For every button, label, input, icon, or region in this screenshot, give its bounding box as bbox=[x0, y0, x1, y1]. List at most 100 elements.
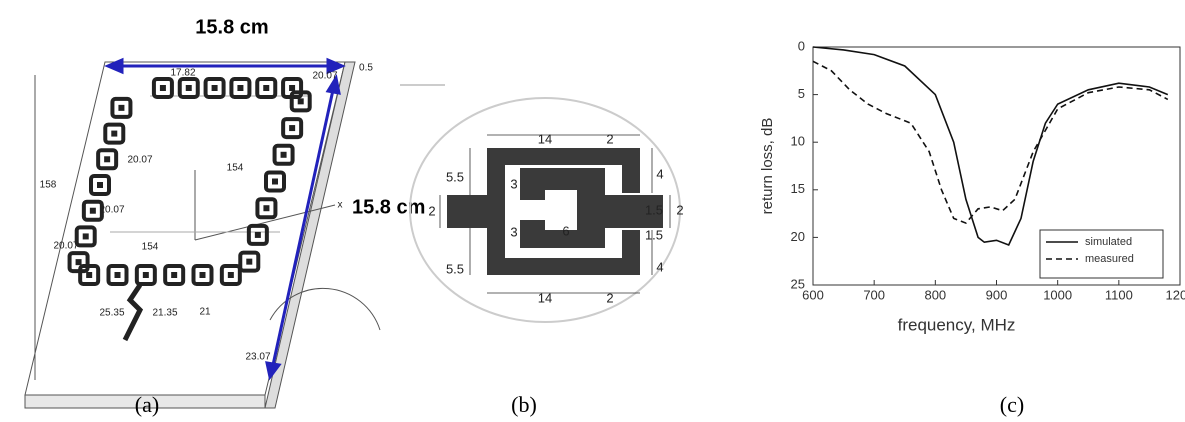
dimension-label: 2 bbox=[606, 131, 613, 146]
meander-core bbox=[297, 98, 304, 105]
y-tick-label: 5 bbox=[798, 86, 805, 101]
dimension-label: 15.8 cm bbox=[195, 16, 268, 38]
meander-cell bbox=[163, 264, 186, 286]
meander-core bbox=[246, 258, 253, 265]
meander-core bbox=[289, 85, 296, 91]
dimension-label: 23.07 bbox=[245, 352, 270, 363]
panel-b-drawing bbox=[400, 84, 681, 323]
meander-cell bbox=[96, 148, 119, 171]
meander-cell bbox=[151, 77, 174, 99]
dimension-lines bbox=[439, 134, 671, 294]
dimension-label: 154 bbox=[227, 163, 244, 174]
dimension-label: 154 bbox=[142, 242, 159, 253]
dimension-label: 5.5 bbox=[446, 169, 464, 184]
caption: (b) bbox=[511, 392, 537, 417]
feed bbox=[122, 283, 144, 342]
meander-cell bbox=[177, 77, 200, 99]
caption: (c) bbox=[1000, 392, 1024, 417]
meander-core bbox=[289, 125, 296, 132]
antenna-chain bbox=[67, 77, 312, 342]
outline bbox=[409, 97, 681, 323]
meander-cell bbox=[203, 77, 226, 99]
legend-box bbox=[1039, 229, 1164, 279]
meander-core bbox=[171, 272, 178, 278]
meander-core bbox=[280, 151, 287, 158]
meander-core bbox=[82, 233, 89, 240]
y-tick-label: 10 bbox=[791, 134, 805, 149]
dimension-label: x bbox=[338, 200, 343, 211]
dimension-label: 1.5 bbox=[645, 227, 663, 242]
dimension-label: 14 bbox=[538, 290, 552, 305]
axis-line bbox=[194, 204, 336, 241]
meander-cell bbox=[272, 143, 295, 166]
dimension-label: 2 bbox=[428, 203, 435, 218]
dimension-label: 20.07 bbox=[99, 205, 124, 216]
meander-core bbox=[75, 259, 82, 266]
meander-cell bbox=[264, 170, 286, 193]
y-tick-label: 0 bbox=[798, 38, 805, 53]
element-cutouts bbox=[520, 190, 577, 230]
dimension-label: 6 bbox=[562, 223, 569, 238]
blue-arrows bbox=[104, 57, 346, 381]
board-side bbox=[264, 61, 356, 409]
meander-core bbox=[254, 231, 261, 238]
meander-core bbox=[272, 178, 278, 185]
dimension-label: 2 bbox=[606, 290, 613, 305]
meander-core bbox=[237, 85, 244, 91]
panel-a-labels: 17.82 20.07 0.5 158 154 20.07 20.07 x 20.07 154 25… bbox=[40, 63, 374, 363]
meander-core bbox=[118, 104, 125, 111]
legend-label: measured bbox=[1085, 253, 1134, 265]
dimension-label: 21.35 bbox=[152, 308, 177, 319]
dimension-label: 3 bbox=[510, 176, 517, 191]
meander-cell bbox=[106, 264, 129, 286]
x-tick-label: 1100 bbox=[1105, 287, 1133, 302]
arc bbox=[269, 287, 381, 331]
meander-cell bbox=[238, 250, 261, 273]
dimension-label: 4 bbox=[656, 259, 663, 274]
dimension-label: 1.5 bbox=[645, 202, 663, 217]
meander-core bbox=[199, 272, 206, 278]
meander-core bbox=[159, 85, 166, 91]
dimension-label: 17.82 bbox=[170, 68, 195, 79]
caption: (a) bbox=[135, 392, 159, 417]
series-line bbox=[812, 60, 1169, 225]
meander-core bbox=[227, 272, 234, 278]
meander-core bbox=[142, 272, 149, 278]
dimension-label: 158 bbox=[40, 180, 57, 191]
arrow-head bbox=[104, 57, 124, 75]
meander-cell bbox=[255, 197, 278, 220]
meander-core bbox=[211, 85, 218, 91]
meander-cell bbox=[134, 264, 157, 286]
meander-core bbox=[89, 207, 96, 214]
x-axis-label: frequency, MHz bbox=[898, 315, 1016, 334]
meander-cell bbox=[67, 251, 90, 274]
dimension-label: 15.8 cm bbox=[352, 196, 425, 218]
dimension-label: 20.07 bbox=[312, 71, 337, 82]
dimension-label: 21 bbox=[199, 307, 211, 318]
dimension-label: 3 bbox=[510, 224, 517, 239]
x-tick-label: 800 bbox=[924, 287, 946, 302]
meander-cell bbox=[89, 174, 111, 196]
meander-core bbox=[104, 156, 111, 163]
dimension-label: 20.07 bbox=[127, 155, 152, 166]
meander-cell bbox=[191, 264, 214, 286]
meander-core bbox=[114, 272, 121, 278]
meander-cell bbox=[246, 223, 269, 246]
arrow-head bbox=[326, 57, 346, 75]
x-tick-label: 700 bbox=[863, 287, 885, 302]
arrow-head bbox=[265, 361, 282, 381]
meander-cell bbox=[103, 122, 126, 145]
meander-cell bbox=[219, 264, 242, 286]
dimension-label: 0.5 bbox=[359, 63, 373, 74]
legend-label: simulated bbox=[1085, 236, 1132, 248]
meander-core bbox=[86, 272, 93, 278]
meander-cell bbox=[255, 77, 278, 99]
arrow-head bbox=[325, 73, 341, 95]
y-tick-label: 20 bbox=[791, 229, 805, 244]
meander-core bbox=[263, 85, 270, 91]
meander-cell bbox=[74, 225, 97, 248]
dimension-label: 20.07 bbox=[53, 241, 78, 252]
